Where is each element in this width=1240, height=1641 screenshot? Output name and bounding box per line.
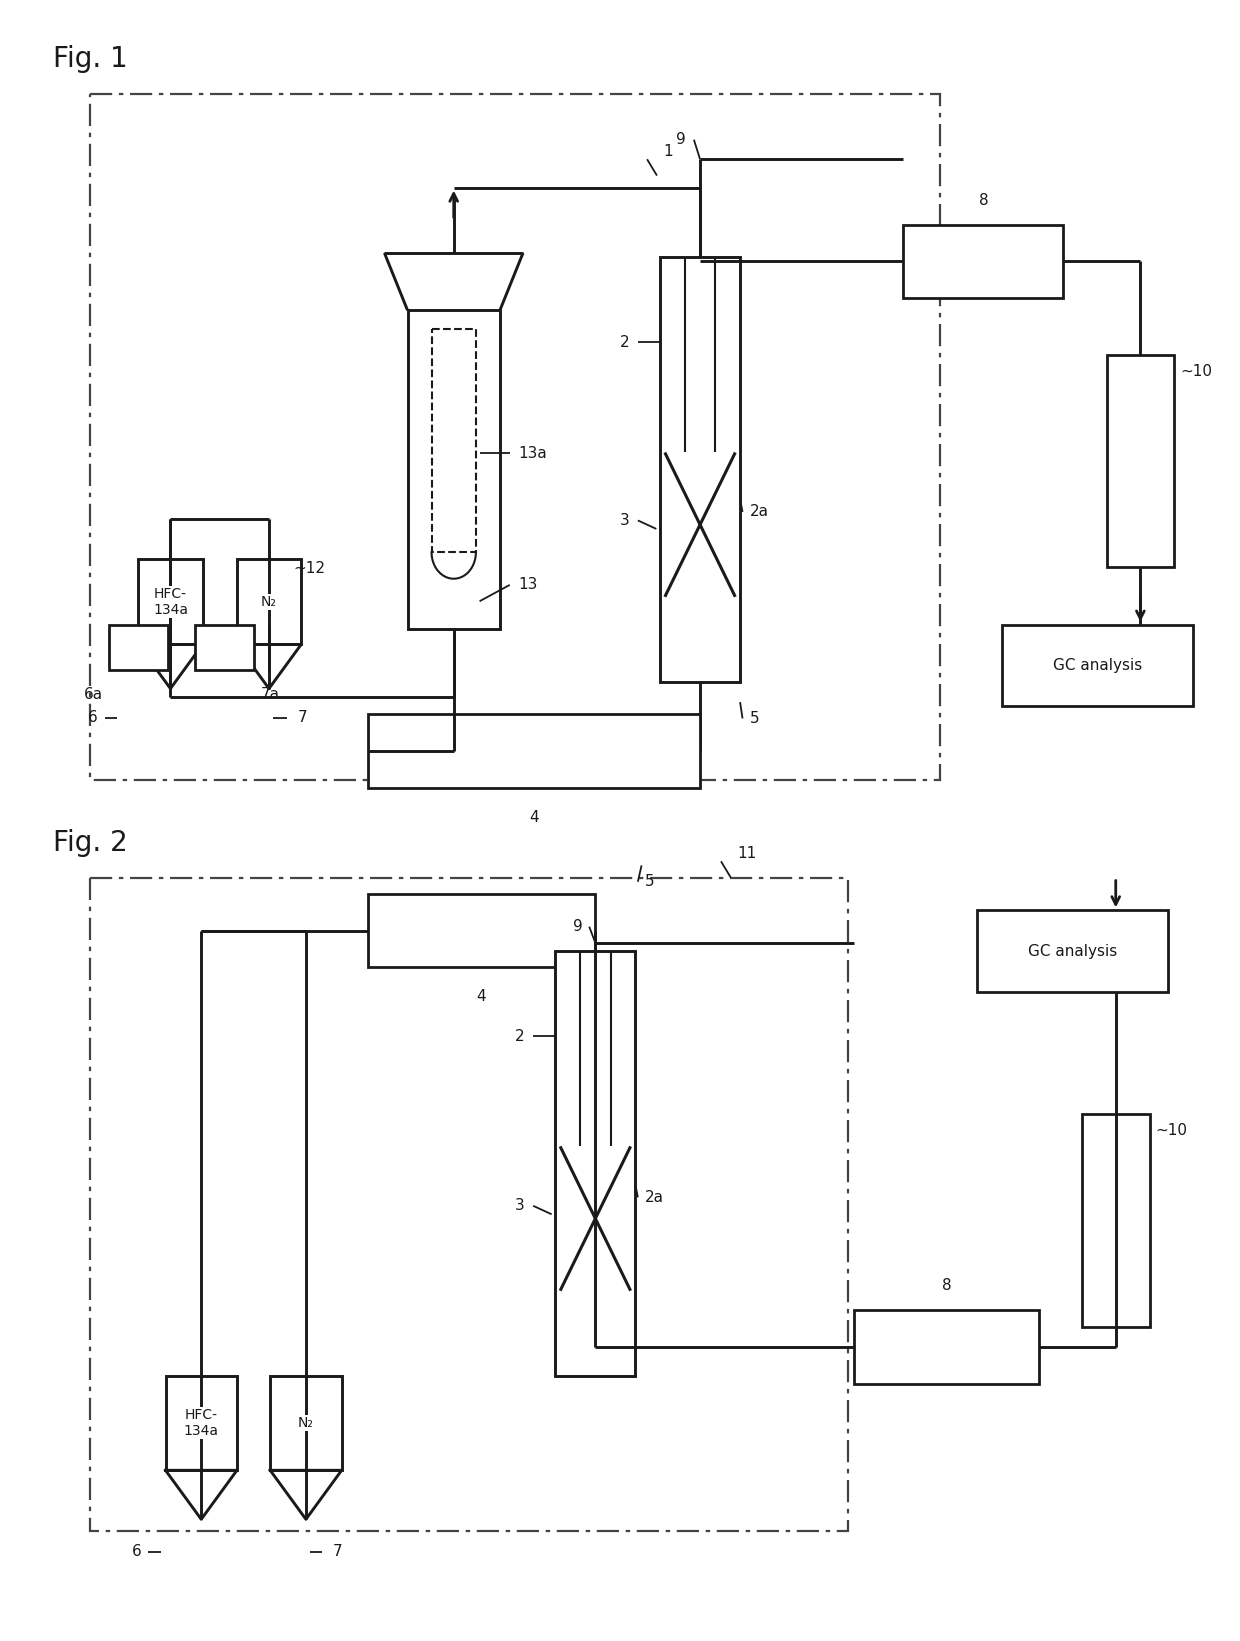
Text: 6: 6: [88, 711, 98, 725]
Text: 2a: 2a: [750, 504, 769, 520]
Text: 8: 8: [978, 192, 988, 208]
Bar: [1081, 1114, 1149, 1326]
Text: 6: 6: [133, 1544, 143, 1559]
Text: 13: 13: [518, 578, 538, 592]
Bar: [977, 911, 1168, 991]
Text: 3: 3: [515, 1198, 525, 1213]
Text: 7: 7: [298, 711, 308, 725]
Bar: [139, 560, 202, 645]
Text: ~10: ~10: [1156, 1122, 1188, 1139]
Text: 6a: 6a: [83, 688, 103, 702]
Text: 2a: 2a: [645, 1190, 665, 1204]
Text: Fig. 2: Fig. 2: [53, 829, 128, 857]
Text: 13a: 13a: [518, 446, 547, 461]
Text: 11: 11: [737, 845, 756, 860]
Bar: [903, 225, 1064, 299]
Text: 9: 9: [573, 919, 583, 934]
Text: GC analysis: GC analysis: [1028, 944, 1117, 958]
Text: 1: 1: [663, 144, 673, 159]
Text: 7: 7: [334, 1544, 342, 1559]
Bar: [854, 1310, 1039, 1383]
Bar: [408, 310, 500, 629]
Bar: [109, 625, 167, 670]
Text: GC analysis: GC analysis: [1053, 658, 1142, 673]
Text: 8: 8: [941, 1278, 951, 1293]
Bar: [660, 258, 740, 681]
Text: 3: 3: [620, 514, 629, 528]
Bar: [270, 1375, 342, 1470]
Bar: [1002, 625, 1193, 706]
Bar: [165, 1375, 237, 1470]
Bar: [367, 894, 595, 968]
Text: 9: 9: [676, 133, 686, 148]
Text: 2: 2: [515, 1029, 525, 1044]
Text: ~10: ~10: [1180, 364, 1213, 379]
Text: 4: 4: [476, 990, 486, 1004]
Bar: [91, 94, 940, 779]
Bar: [556, 952, 635, 1375]
Text: 2: 2: [620, 335, 629, 350]
Text: 4: 4: [529, 809, 538, 825]
Text: Fig. 1: Fig. 1: [53, 44, 128, 72]
Text: 7a: 7a: [260, 688, 279, 702]
Text: HFC-
134a: HFC- 134a: [153, 587, 188, 617]
Bar: [195, 625, 254, 670]
Text: 5: 5: [750, 711, 760, 725]
Bar: [432, 330, 476, 553]
Bar: [1106, 354, 1174, 568]
Bar: [367, 714, 701, 788]
Text: ~12: ~12: [294, 561, 326, 576]
Text: 5: 5: [645, 875, 655, 889]
Bar: [91, 878, 848, 1531]
Bar: [237, 560, 301, 645]
Text: HFC-
134a: HFC- 134a: [184, 1408, 218, 1438]
Text: N₂: N₂: [298, 1416, 314, 1429]
Text: N₂: N₂: [262, 596, 277, 609]
